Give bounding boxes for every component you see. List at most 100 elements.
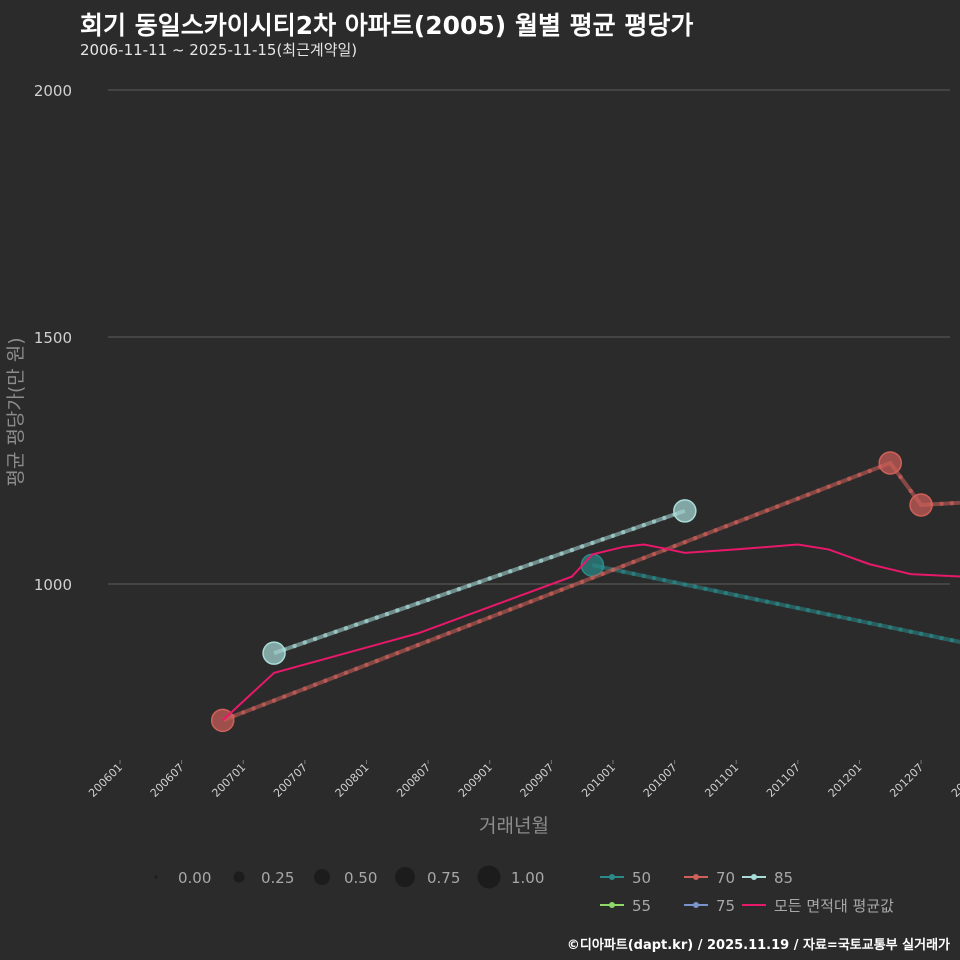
series-85-marker bbox=[621, 530, 626, 535]
legend-series-label: 50 bbox=[632, 869, 651, 887]
series-50-marker bbox=[672, 580, 677, 585]
series-70-marker bbox=[908, 488, 913, 494]
series-70-marker bbox=[651, 551, 657, 557]
series-85-marker bbox=[312, 636, 318, 642]
series-70-marker bbox=[354, 666, 359, 672]
series-70-marker bbox=[251, 706, 256, 711]
y-tick-label: 1000 bbox=[34, 576, 72, 594]
series-70-marker bbox=[446, 631, 451, 636]
series-50-marker bbox=[723, 590, 729, 596]
series-70-marker bbox=[775, 504, 780, 509]
x-tick-label: 200901 bbox=[456, 761, 495, 800]
series-85-marker bbox=[508, 569, 513, 574]
series-50-marker bbox=[857, 618, 862, 624]
series-70-marker bbox=[282, 694, 287, 699]
series-50-marker bbox=[867, 620, 872, 626]
series-85-marker bbox=[559, 551, 564, 556]
series-50-marker bbox=[744, 595, 749, 600]
legend-size-dot bbox=[233, 871, 245, 883]
series-85-marker bbox=[579, 544, 585, 549]
series-70-marker bbox=[641, 555, 646, 561]
average-line bbox=[222, 543, 960, 722]
series-85-marker bbox=[477, 579, 482, 585]
series-85-marker bbox=[415, 601, 421, 606]
series-85-marker bbox=[466, 583, 472, 588]
series-85-marker bbox=[456, 586, 462, 592]
legend-series-label: 55 bbox=[632, 897, 651, 915]
series-70-marker bbox=[343, 670, 349, 676]
series-50-marker bbox=[816, 610, 821, 615]
series-85-marker bbox=[436, 594, 441, 599]
x-tick-label: 200801 bbox=[333, 761, 372, 800]
series-50-marker bbox=[703, 586, 708, 592]
series-85-marker bbox=[651, 519, 657, 524]
series-70-marker bbox=[405, 646, 410, 652]
series-70-marker bbox=[857, 472, 862, 478]
series-70-marker bbox=[487, 615, 492, 620]
series-70-line bbox=[221, 460, 960, 723]
series-layer bbox=[210, 451, 960, 733]
series-50-marker bbox=[918, 631, 924, 637]
series-85-marker bbox=[374, 615, 379, 620]
series-70-marker bbox=[518, 603, 523, 608]
series-70-marker bbox=[826, 484, 831, 489]
legend-series-dot bbox=[609, 874, 615, 880]
series-85-marker bbox=[354, 622, 359, 627]
legend-size-label: 0.25 bbox=[261, 869, 294, 887]
chart-title: 회기 동일스카이시티2차 아파트(2005) 월별 평균 평당가 bbox=[80, 11, 694, 40]
series-85-marker bbox=[487, 576, 492, 581]
x-tick-label: 200807 bbox=[394, 761, 433, 800]
legend-size-label: 0.00 bbox=[178, 869, 211, 887]
x-tick-label: 201201 bbox=[826, 761, 865, 800]
series-85-marker bbox=[405, 604, 410, 610]
series-85-marker bbox=[384, 611, 390, 617]
series-50-marker bbox=[785, 603, 790, 609]
series-70-marker bbox=[538, 595, 544, 600]
x-axis-ticks: 200601 200607 200701 200707 200801 200807 2009… bbox=[86, 760, 960, 800]
series-70-marker bbox=[559, 587, 564, 592]
x-tick-label: 200607 bbox=[148, 761, 187, 800]
series-50 bbox=[580, 553, 960, 644]
legend-series-dot bbox=[693, 902, 699, 908]
legend-series-label: 모든 면적대 평균값 bbox=[774, 897, 894, 915]
series-85-marker bbox=[569, 547, 575, 553]
series-70-marker bbox=[261, 702, 266, 707]
series-85-marker bbox=[528, 562, 533, 567]
series-70-marker bbox=[528, 599, 533, 604]
series-70-marker bbox=[384, 654, 390, 660]
x-axis-title: 거래년월 bbox=[479, 815, 549, 837]
x-tick-label: 201101 bbox=[702, 761, 741, 800]
series-70-marker bbox=[590, 575, 595, 580]
series-50-marker bbox=[631, 571, 636, 577]
series-50-marker bbox=[898, 627, 903, 632]
series-70-marker bbox=[436, 634, 441, 640]
series-85-marker bbox=[333, 629, 338, 635]
series-70-marker bbox=[939, 501, 944, 506]
series-70-marker bbox=[785, 500, 790, 505]
series-50-marker bbox=[734, 593, 739, 598]
series-70-marker bbox=[302, 686, 308, 691]
legend-series-label: 75 bbox=[716, 897, 735, 915]
series-70-marker bbox=[610, 567, 616, 573]
series-50-marker bbox=[836, 614, 842, 619]
series-85-marker bbox=[631, 526, 636, 531]
legend-series-dot bbox=[693, 874, 699, 880]
series-70-marker bbox=[764, 508, 770, 513]
series-85-marker bbox=[497, 572, 503, 578]
series-85 bbox=[262, 499, 697, 665]
series-70-marker bbox=[672, 543, 677, 549]
legend-series-label: 70 bbox=[716, 869, 735, 887]
series-70-marker bbox=[477, 619, 482, 624]
series-50-marker bbox=[692, 584, 698, 589]
series-70-marker bbox=[374, 658, 379, 664]
series-85-marker bbox=[662, 515, 667, 521]
x-tick-label: 200707 bbox=[271, 761, 310, 800]
series-50-marker bbox=[651, 575, 657, 581]
series-70-marker bbox=[816, 488, 821, 493]
series-70-marker bbox=[713, 528, 718, 533]
series-70-marker bbox=[631, 559, 636, 565]
series-70-marker bbox=[569, 583, 575, 588]
x-tick-label: 200601 bbox=[86, 761, 125, 800]
series-70-marker bbox=[364, 662, 369, 668]
legend-series-label: 85 bbox=[774, 869, 793, 887]
